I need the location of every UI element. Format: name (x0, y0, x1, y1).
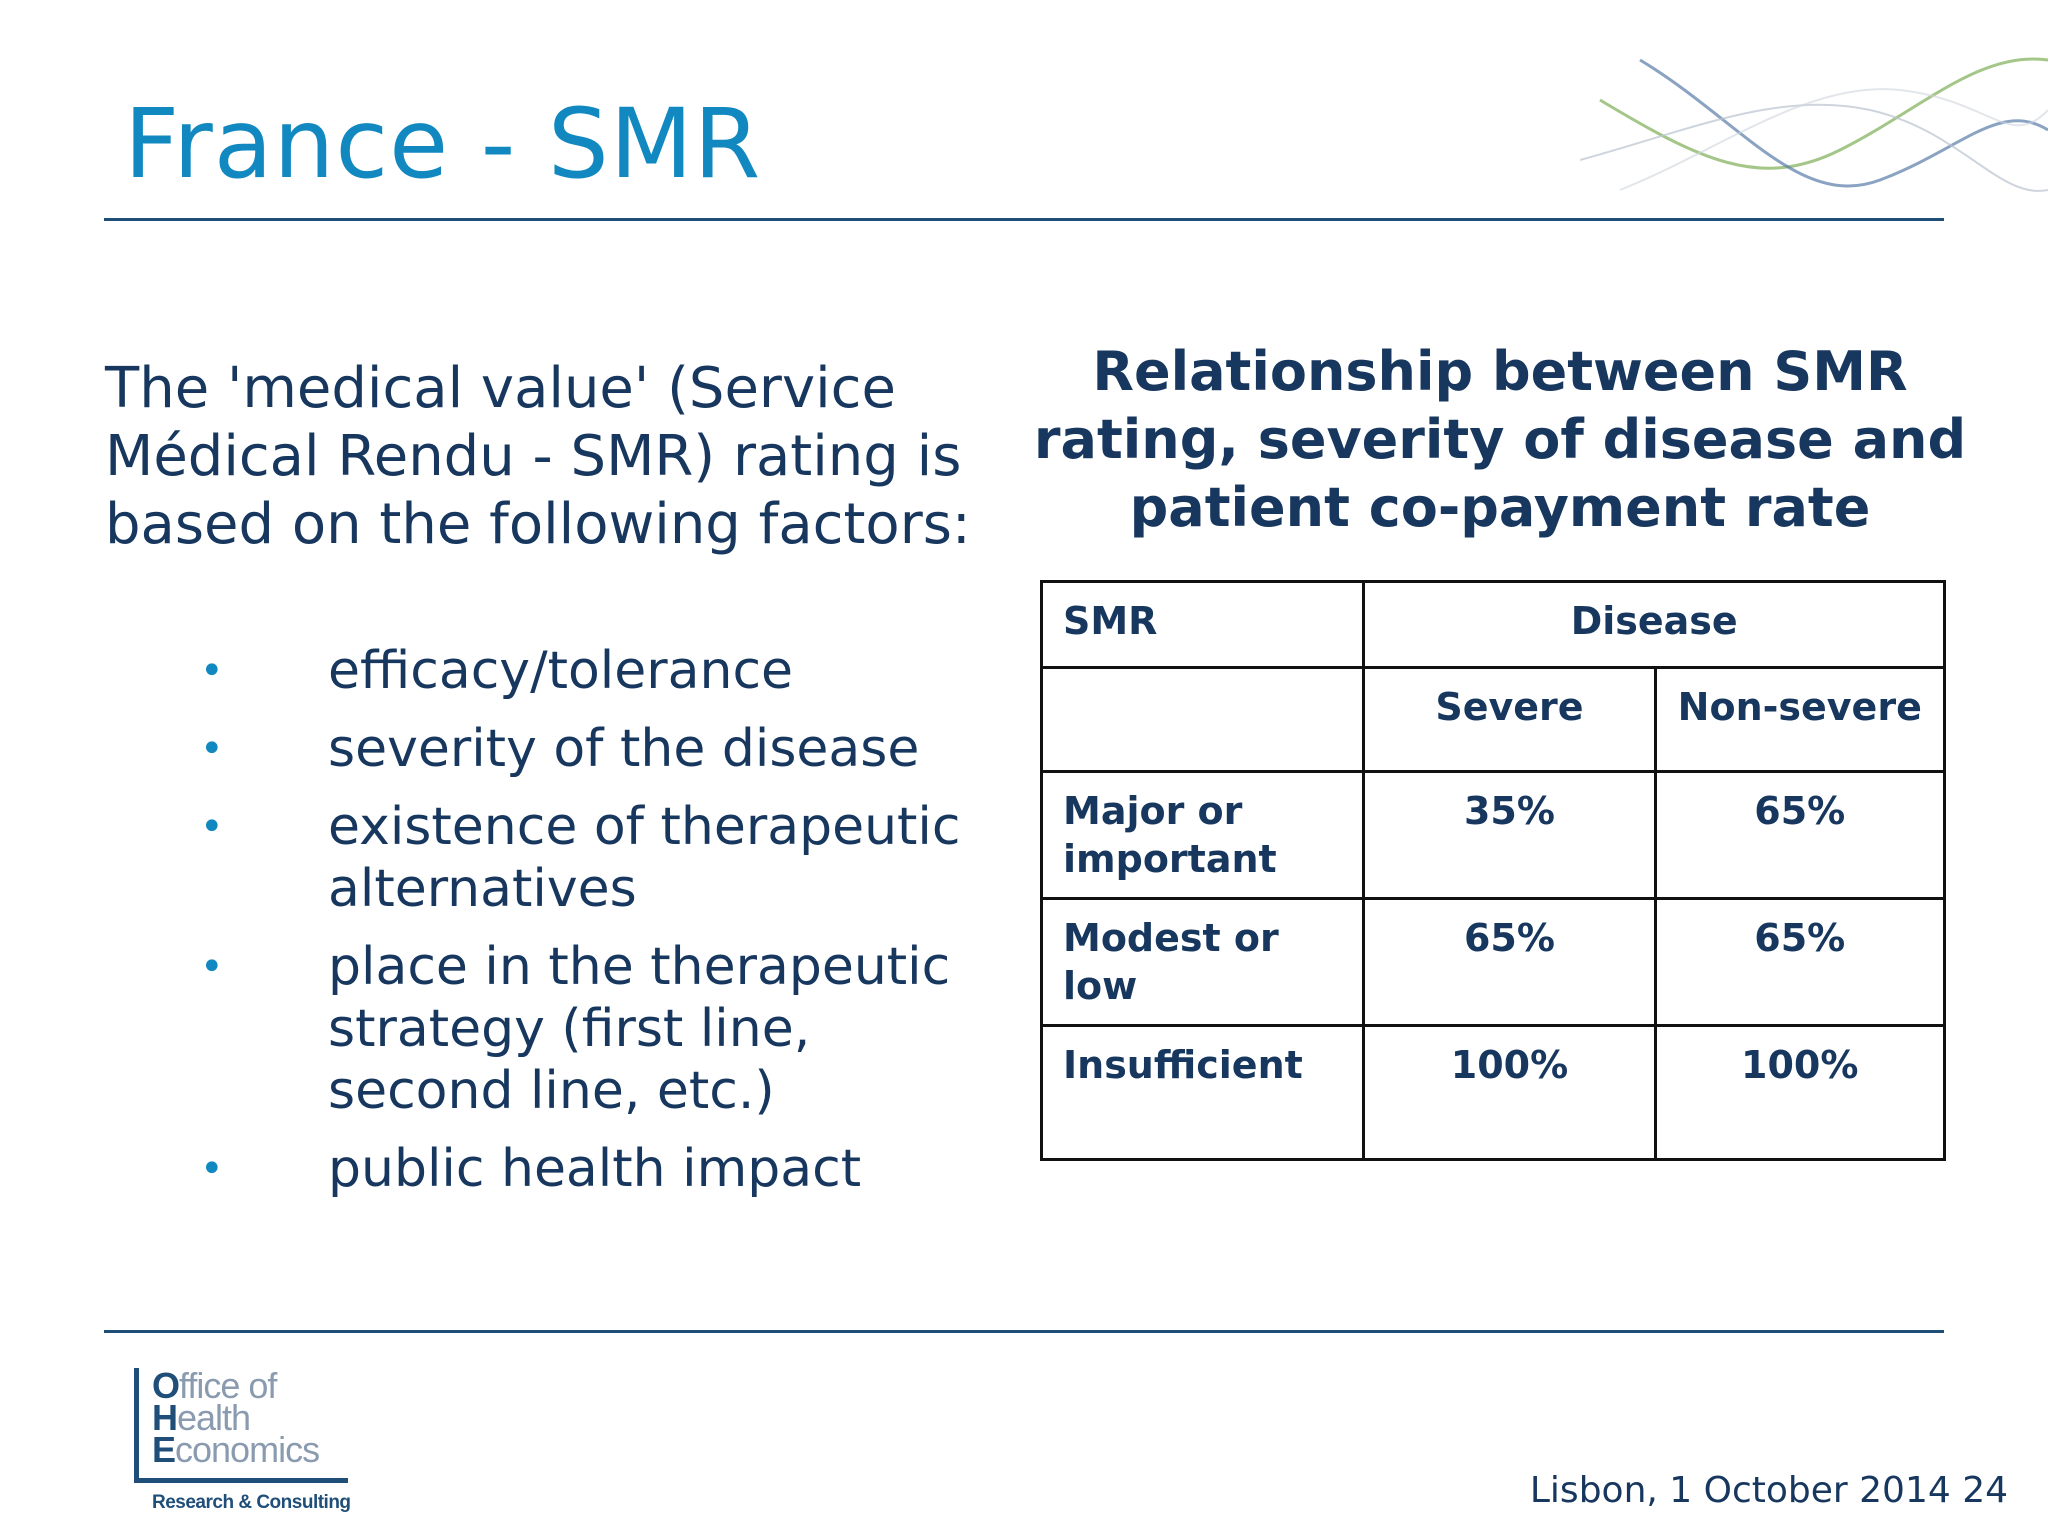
bullet-icon: • (200, 726, 224, 772)
header-disease: Disease (1362, 580, 1946, 669)
header-divider (104, 218, 1944, 221)
list-item: • place in the therapeutic strategy (firs… (200, 937, 951, 1121)
table-row: Modest or low 65% 65% (1039, 897, 1946, 1027)
slide-title: France - SMR (124, 88, 762, 200)
logo-bar-vertical (134, 1368, 139, 1482)
cell-non-severe: 100% (1653, 1024, 1946, 1161)
header-severe: Severe (1362, 666, 1657, 773)
table-row: Major or important 35% 65% (1039, 770, 1946, 900)
intro-paragraph: The 'medical value' (Service Médical Ren… (105, 356, 971, 557)
row-label: Major or important (1039, 770, 1366, 900)
list-item: • existence of therapeutic alternatives (200, 797, 961, 919)
factor-list: • efficacy/tolerance • severity of the dis… (200, 640, 1000, 1216)
logo-tagline: Research & Consulting (152, 1492, 351, 1513)
footer-divider (104, 1330, 1944, 1333)
list-item: • efficacy/tolerance (200, 641, 794, 701)
logo-line-economics: Economics (152, 1429, 320, 1470)
logo-bar-horizontal (134, 1478, 348, 1483)
logo-line-health: Health (152, 1397, 251, 1438)
cell-non-severe: 65% (1653, 897, 1946, 1027)
header-non-severe: Non-severe (1653, 666, 1946, 773)
header-smr: SMR (1039, 580, 1366, 669)
bullet-icon: • (200, 1146, 224, 1192)
cell-severe: 65% (1362, 897, 1657, 1027)
empty-cell (1039, 666, 1366, 773)
footer-location-date-page: Lisbon, 1 October 2014 24 (1529, 1470, 2008, 1511)
bullet-icon: • (200, 648, 224, 694)
bullet-icon: • (200, 804, 224, 850)
smr-table: SMR Disease Severe Non-severe Major or i… (1039, 580, 1946, 1161)
table-title: Relationship between SMR rating, severit… (1033, 340, 1967, 539)
ohe-logo: Office of Health Economics Research & Co… (130, 1364, 390, 1524)
row-label: Insufficient (1039, 1024, 1366, 1161)
list-item: • public health impact (200, 1139, 862, 1199)
row-label: Modest or low (1039, 897, 1366, 1027)
logo-line-office: Office of (152, 1365, 277, 1406)
cell-severe: 35% (1362, 770, 1657, 900)
cell-severe: 100% (1362, 1024, 1657, 1161)
decorative-waves-graphic (1580, 57, 2048, 192)
table-header-row: SMR Disease (1039, 580, 1946, 669)
bullet-icon: • (200, 944, 224, 990)
cell-non-severe: 65% (1653, 770, 1946, 900)
table-row: Insufficient 100% 100% (1039, 1024, 1946, 1161)
list-item: • severity of the disease (200, 719, 920, 779)
table-subheader-row: Severe Non-severe (1039, 666, 1946, 773)
